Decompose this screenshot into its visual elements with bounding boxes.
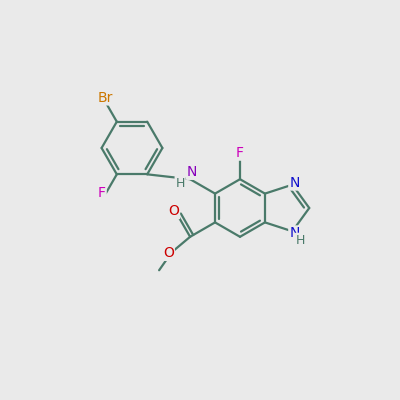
Text: F: F (98, 186, 106, 200)
Text: H: H (176, 177, 185, 190)
Text: F: F (236, 146, 244, 160)
Text: Br: Br (98, 90, 113, 104)
Text: O: O (163, 246, 174, 260)
Text: O: O (168, 204, 179, 218)
Text: N: N (187, 165, 197, 179)
Text: H: H (296, 234, 305, 246)
Text: N: N (289, 226, 300, 240)
Text: N: N (289, 176, 300, 190)
